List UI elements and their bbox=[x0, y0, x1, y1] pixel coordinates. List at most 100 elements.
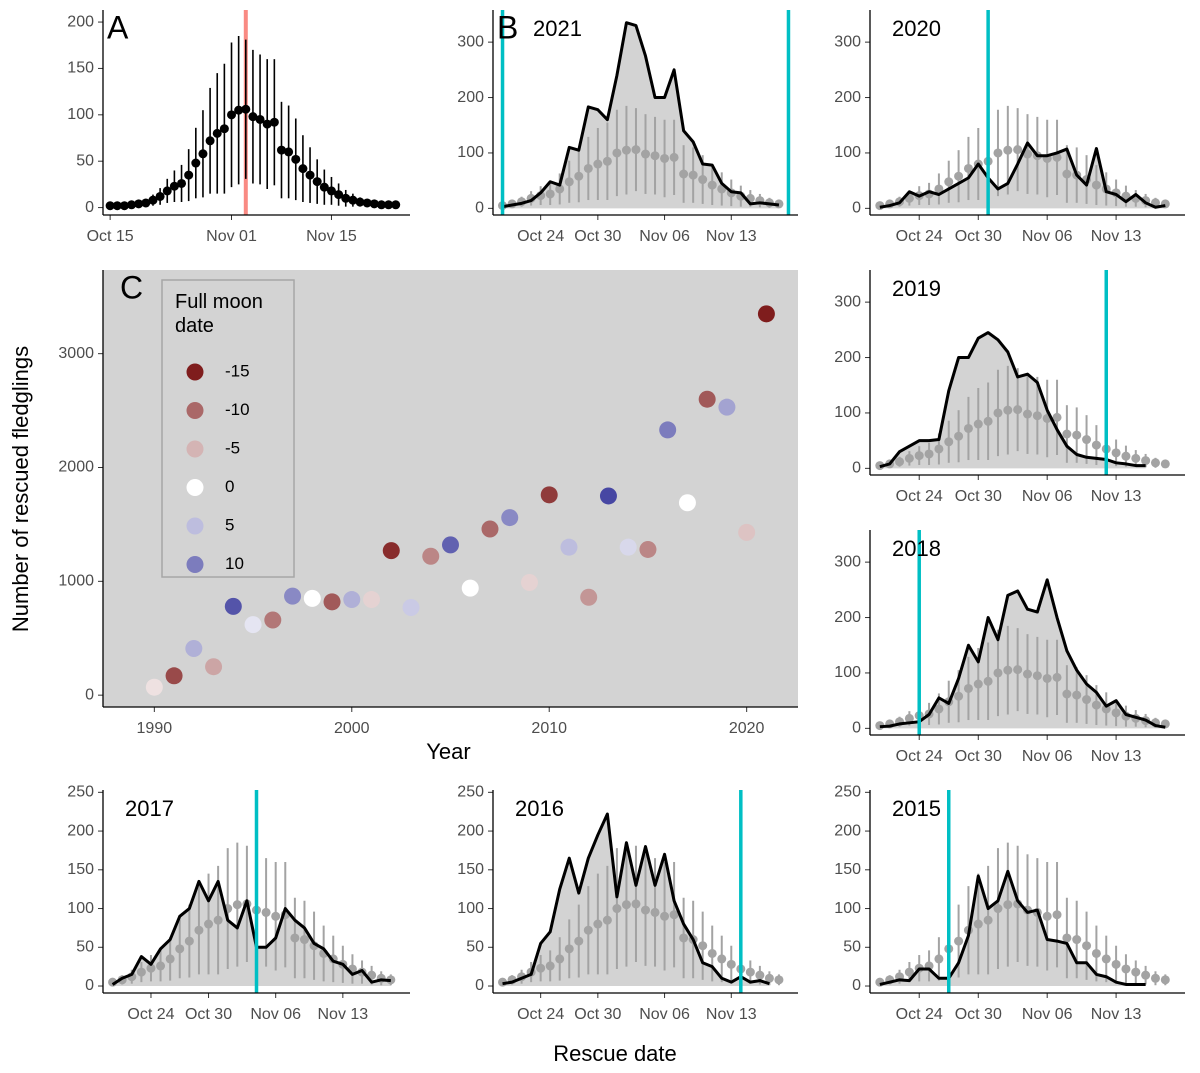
line bbox=[879, 331, 1146, 469]
mean-point bbox=[391, 200, 401, 210]
y-tick-label: 150 bbox=[834, 861, 861, 878]
legend-label: -10 bbox=[225, 400, 250, 419]
mean-point bbox=[1101, 704, 1111, 714]
mean-point bbox=[993, 668, 1003, 678]
mean-point bbox=[545, 961, 555, 971]
y-tick-label: 50 bbox=[76, 152, 94, 169]
mean-point bbox=[707, 948, 717, 958]
mean-point bbox=[545, 189, 555, 199]
line bbox=[502, 812, 770, 986]
panel-year: 2020 bbox=[892, 16, 941, 41]
plot-background bbox=[103, 270, 798, 707]
mean-point bbox=[299, 935, 309, 945]
mean-point bbox=[1042, 673, 1052, 683]
point bbox=[422, 547, 440, 565]
y-tick-label: 100 bbox=[834, 144, 861, 161]
mean-point bbox=[669, 152, 679, 162]
mean-point bbox=[774, 975, 784, 985]
mean-point bbox=[1111, 959, 1121, 969]
mean-point bbox=[213, 915, 223, 925]
point bbox=[185, 639, 203, 657]
mean-point bbox=[184, 170, 194, 180]
mean-point bbox=[232, 900, 242, 910]
mean-point bbox=[934, 954, 944, 964]
legend-box bbox=[161, 279, 295, 578]
mean-point bbox=[1003, 405, 1013, 415]
y-tick-label: 100 bbox=[834, 900, 861, 917]
area bbox=[112, 881, 391, 987]
point bbox=[205, 658, 223, 676]
y-tick-label: 3000 bbox=[58, 345, 94, 362]
mean-point bbox=[621, 900, 631, 910]
x-tick-label: Oct 30 bbox=[955, 1006, 1002, 1023]
mean-point bbox=[944, 437, 954, 447]
mean-point bbox=[1023, 149, 1032, 159]
y-axis-title: Number of rescued fledglings bbox=[8, 346, 33, 632]
point bbox=[520, 573, 538, 591]
mean-point bbox=[904, 453, 914, 463]
mean-point bbox=[621, 145, 631, 155]
mean-point bbox=[963, 163, 973, 173]
mean-point bbox=[1052, 910, 1062, 920]
panel-year: 2019 bbox=[892, 276, 941, 301]
point bbox=[402, 599, 420, 617]
x-tick-label: Nov 13 bbox=[1091, 488, 1142, 505]
mean-point bbox=[1052, 672, 1062, 682]
mean-point bbox=[134, 199, 144, 209]
mean-point bbox=[148, 195, 158, 205]
y-tick-label: 300 bbox=[834, 33, 861, 50]
x-tick-label: Oct 30 bbox=[955, 228, 1002, 245]
x-tick-label: 2020 bbox=[729, 720, 765, 737]
mean-point bbox=[1111, 708, 1121, 718]
mean-point bbox=[1062, 933, 1072, 943]
y-tick-label: 50 bbox=[843, 939, 861, 956]
mean-point bbox=[156, 961, 166, 971]
mean-point bbox=[1111, 448, 1121, 458]
mean-point bbox=[105, 201, 115, 211]
mean-point bbox=[1032, 411, 1042, 421]
mean-point bbox=[726, 959, 736, 969]
mean-point bbox=[631, 145, 641, 155]
y-tick-label: 200 bbox=[834, 89, 861, 106]
mean-point bbox=[973, 919, 983, 929]
mean-point bbox=[290, 933, 300, 943]
y-tick-label: 150 bbox=[67, 60, 94, 77]
mean-point bbox=[574, 171, 584, 181]
y-tick-label: 0 bbox=[475, 977, 484, 994]
mean-point bbox=[334, 190, 344, 200]
x-tick-label: Nov 06 bbox=[1022, 228, 1073, 245]
legend-label: 0 bbox=[225, 477, 234, 496]
y-tick-label: 50 bbox=[466, 939, 484, 956]
point bbox=[363, 591, 381, 609]
point bbox=[442, 536, 459, 554]
point bbox=[165, 667, 183, 685]
mean-point bbox=[276, 145, 286, 155]
point bbox=[698, 390, 716, 408]
area bbox=[879, 871, 1146, 987]
mean-point bbox=[963, 423, 973, 433]
panel-year: 2018 bbox=[892, 536, 941, 561]
x-tick-label: Nov 01 bbox=[206, 228, 257, 245]
mean-point bbox=[1003, 900, 1013, 910]
line bbox=[879, 141, 1166, 209]
x-axis-title: Rescue date bbox=[553, 1041, 677, 1066]
y-tick-label: 200 bbox=[457, 822, 484, 839]
y-tick-label: 200 bbox=[834, 609, 861, 626]
y-tick-label: 100 bbox=[67, 900, 94, 917]
point bbox=[580, 588, 598, 606]
x-axis-title: Year bbox=[426, 739, 470, 764]
legend-label: 10 bbox=[225, 554, 244, 573]
mean-point bbox=[298, 164, 308, 174]
y-tick-label: 0 bbox=[85, 686, 94, 703]
mean-point bbox=[1042, 911, 1052, 921]
mean-point bbox=[641, 149, 650, 159]
point bbox=[560, 538, 578, 556]
mean-point bbox=[612, 904, 622, 914]
mean-point bbox=[198, 149, 208, 159]
legend-swatch bbox=[186, 556, 204, 573]
point bbox=[244, 616, 262, 634]
mean-point bbox=[679, 933, 689, 943]
mean-point bbox=[1023, 409, 1032, 419]
mean-point bbox=[312, 177, 322, 187]
y-tick-label: 0 bbox=[852, 200, 861, 217]
